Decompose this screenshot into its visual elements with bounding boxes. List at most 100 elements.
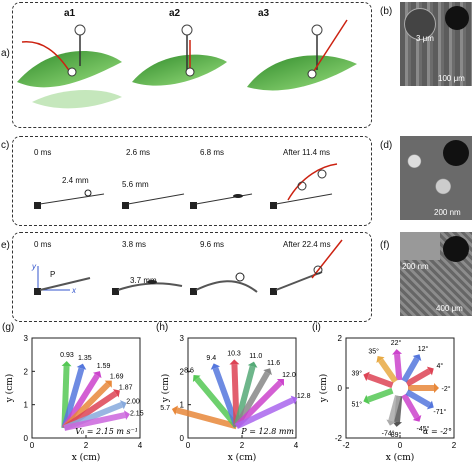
trajectory-mark — [175, 407, 238, 430]
trajectory-arrowhead — [412, 354, 422, 362]
x-axis-label: x (cm) — [72, 452, 101, 463]
chart-annotation: P = 12.8 mm — [240, 427, 294, 436]
scale-bar-f-big: 400 μm — [436, 304, 463, 313]
y-tick-label: 1 — [24, 401, 29, 410]
panel-b-label: (b) — [380, 6, 393, 17]
trajectory-arrowhead — [76, 363, 87, 370]
data-label: 12.0 — [282, 372, 296, 379]
sem-image-b: 3 μm 100 μm — [400, 2, 472, 86]
data-label: 39° — [351, 369, 362, 377]
panel-h-label: (h) — [156, 322, 169, 333]
data-label: -2° — [441, 385, 450, 393]
data-label: 11.0 — [249, 353, 262, 360]
trajectory-arrowhead — [392, 349, 403, 355]
trajectory-arrowhead — [412, 414, 422, 422]
e-time-0: 0 ms — [34, 240, 52, 249]
chart-annotation: α = -2° — [423, 427, 452, 436]
x-tick-label: 2 — [452, 441, 457, 450]
trajectory-arrowhead — [120, 400, 127, 410]
trajectory-mark — [212, 367, 240, 428]
trajectory-mark — [235, 397, 295, 430]
y-tick-label: 3 — [180, 334, 185, 343]
trajectory-arrowhead — [93, 371, 102, 379]
sem-image-d: 200 nm — [400, 136, 472, 220]
x-tick-label: 0 — [398, 441, 403, 450]
data-label: 22° — [391, 339, 402, 347]
panel-c-label: c) — [1, 140, 10, 151]
trajectory-mark — [394, 353, 403, 381]
trajectory-arrowhead — [426, 366, 434, 376]
data-label: -71° — [433, 408, 446, 416]
y-tick-label: 1 — [180, 401, 185, 410]
data-label: 10.3 — [227, 350, 241, 357]
sem-image-f: 200 nm 400 μm — [400, 232, 472, 316]
trajectory-mark — [367, 387, 394, 403]
data-label: 51° — [351, 401, 362, 409]
trajectory-mark — [231, 364, 240, 427]
panel-i-label: (i) — [312, 322, 321, 333]
y-axis-label: y (cm) — [160, 374, 171, 404]
trajectory-mark — [401, 393, 420, 419]
scale-bar-b-big: 100 μm — [438, 74, 465, 83]
trajectory-arrowhead — [104, 380, 112, 388]
y-axis-label: y (cm) — [318, 374, 329, 404]
trajectory-arrowhead — [210, 363, 221, 370]
scale-bar-d: 200 nm — [434, 208, 461, 217]
e-sequence-drawing — [34, 239, 343, 295]
y-tick-label: 2 — [180, 367, 185, 376]
data-label: -74° — [382, 429, 395, 437]
data-label: 1.87 — [119, 385, 133, 392]
scale-bar-b-small: 3 μm — [416, 34, 434, 43]
c-time-1: 2.6 ms — [126, 148, 151, 157]
panel-a-frame — [12, 2, 372, 128]
chart-i: -2 0 2 -2 0 2 x (cm) y (cm) -2° 4° 12° 22° 35° 39° 51°… — [318, 334, 457, 463]
x-axis-label: x (cm) — [228, 452, 257, 463]
trajectory-arrowhead — [386, 419, 397, 426]
trajectory-mark — [378, 358, 398, 384]
e-axis-x: x — [72, 286, 76, 295]
data-label: 2.15 — [130, 411, 144, 418]
trajectory-arrowhead — [376, 356, 385, 364]
e-point-p: P — [50, 270, 56, 279]
scale-bar-f-small: 200 nm — [402, 262, 429, 271]
e-time-1: 3.8 ms — [122, 240, 147, 249]
trajectory-mark — [401, 357, 420, 383]
panel-e-label: e) — [1, 240, 10, 251]
trajectory-arrowhead — [363, 371, 370, 382]
y-tick-label: 2 — [24, 367, 29, 376]
y-tick-label: 0 — [338, 384, 343, 393]
sub-a3-label: a3 — [258, 8, 270, 19]
y-tick-label: 0 — [180, 434, 185, 443]
trajectory-mark — [388, 394, 401, 422]
trajectory-arrowhead — [290, 395, 298, 405]
c-measure-1: 5.6 mm — [122, 180, 149, 189]
x-tick-label: 2 — [240, 441, 245, 450]
trajectory-mark — [194, 376, 239, 429]
chart-h: 0 2 4 0 1 2 3 x (cm) y (cm)5.7 8.6 9.4 10.3 11.0 11.6… — [160, 334, 311, 463]
panel-g-label: (g) — [2, 322, 15, 333]
trajectory-arrowhead — [363, 394, 370, 405]
chart-g: 0 2 4 0 1 2 3 x (cm) y (cm) 0.93 1.35 1.59 1.69 1.87 2… — [4, 334, 144, 463]
trajectory-mark — [405, 389, 431, 408]
data-label: 12° — [418, 345, 429, 353]
data-label: 8.6 — [184, 368, 194, 375]
x-tick-label: 2 — [84, 441, 89, 450]
x-axis-label: x (cm) — [386, 452, 415, 463]
chart-annotation: V₀ = 2.15 m s⁻¹ — [75, 427, 138, 436]
trajectory-arrowhead — [247, 361, 258, 368]
trajectory-mark — [63, 412, 126, 431]
x-tick-label: -2 — [342, 441, 350, 450]
data-label: 9.4 — [206, 355, 216, 362]
trajectory-arrowhead — [61, 361, 72, 367]
trajectory-arrowhead — [263, 368, 272, 376]
c-time-2: 6.8 ms — [200, 148, 225, 157]
trajectory-arrowhead — [171, 405, 179, 416]
trajectory-mark — [367, 373, 394, 389]
panel-a-label: a) — [1, 48, 10, 59]
panel-d-label: (d) — [380, 140, 393, 151]
panel-f-label: (f) — [380, 240, 390, 251]
data-label: 5.7 — [160, 405, 170, 412]
panel-c-frame — [12, 136, 372, 226]
x-tick-label: 4 — [294, 441, 299, 450]
y-tick-label: 0 — [24, 434, 29, 443]
